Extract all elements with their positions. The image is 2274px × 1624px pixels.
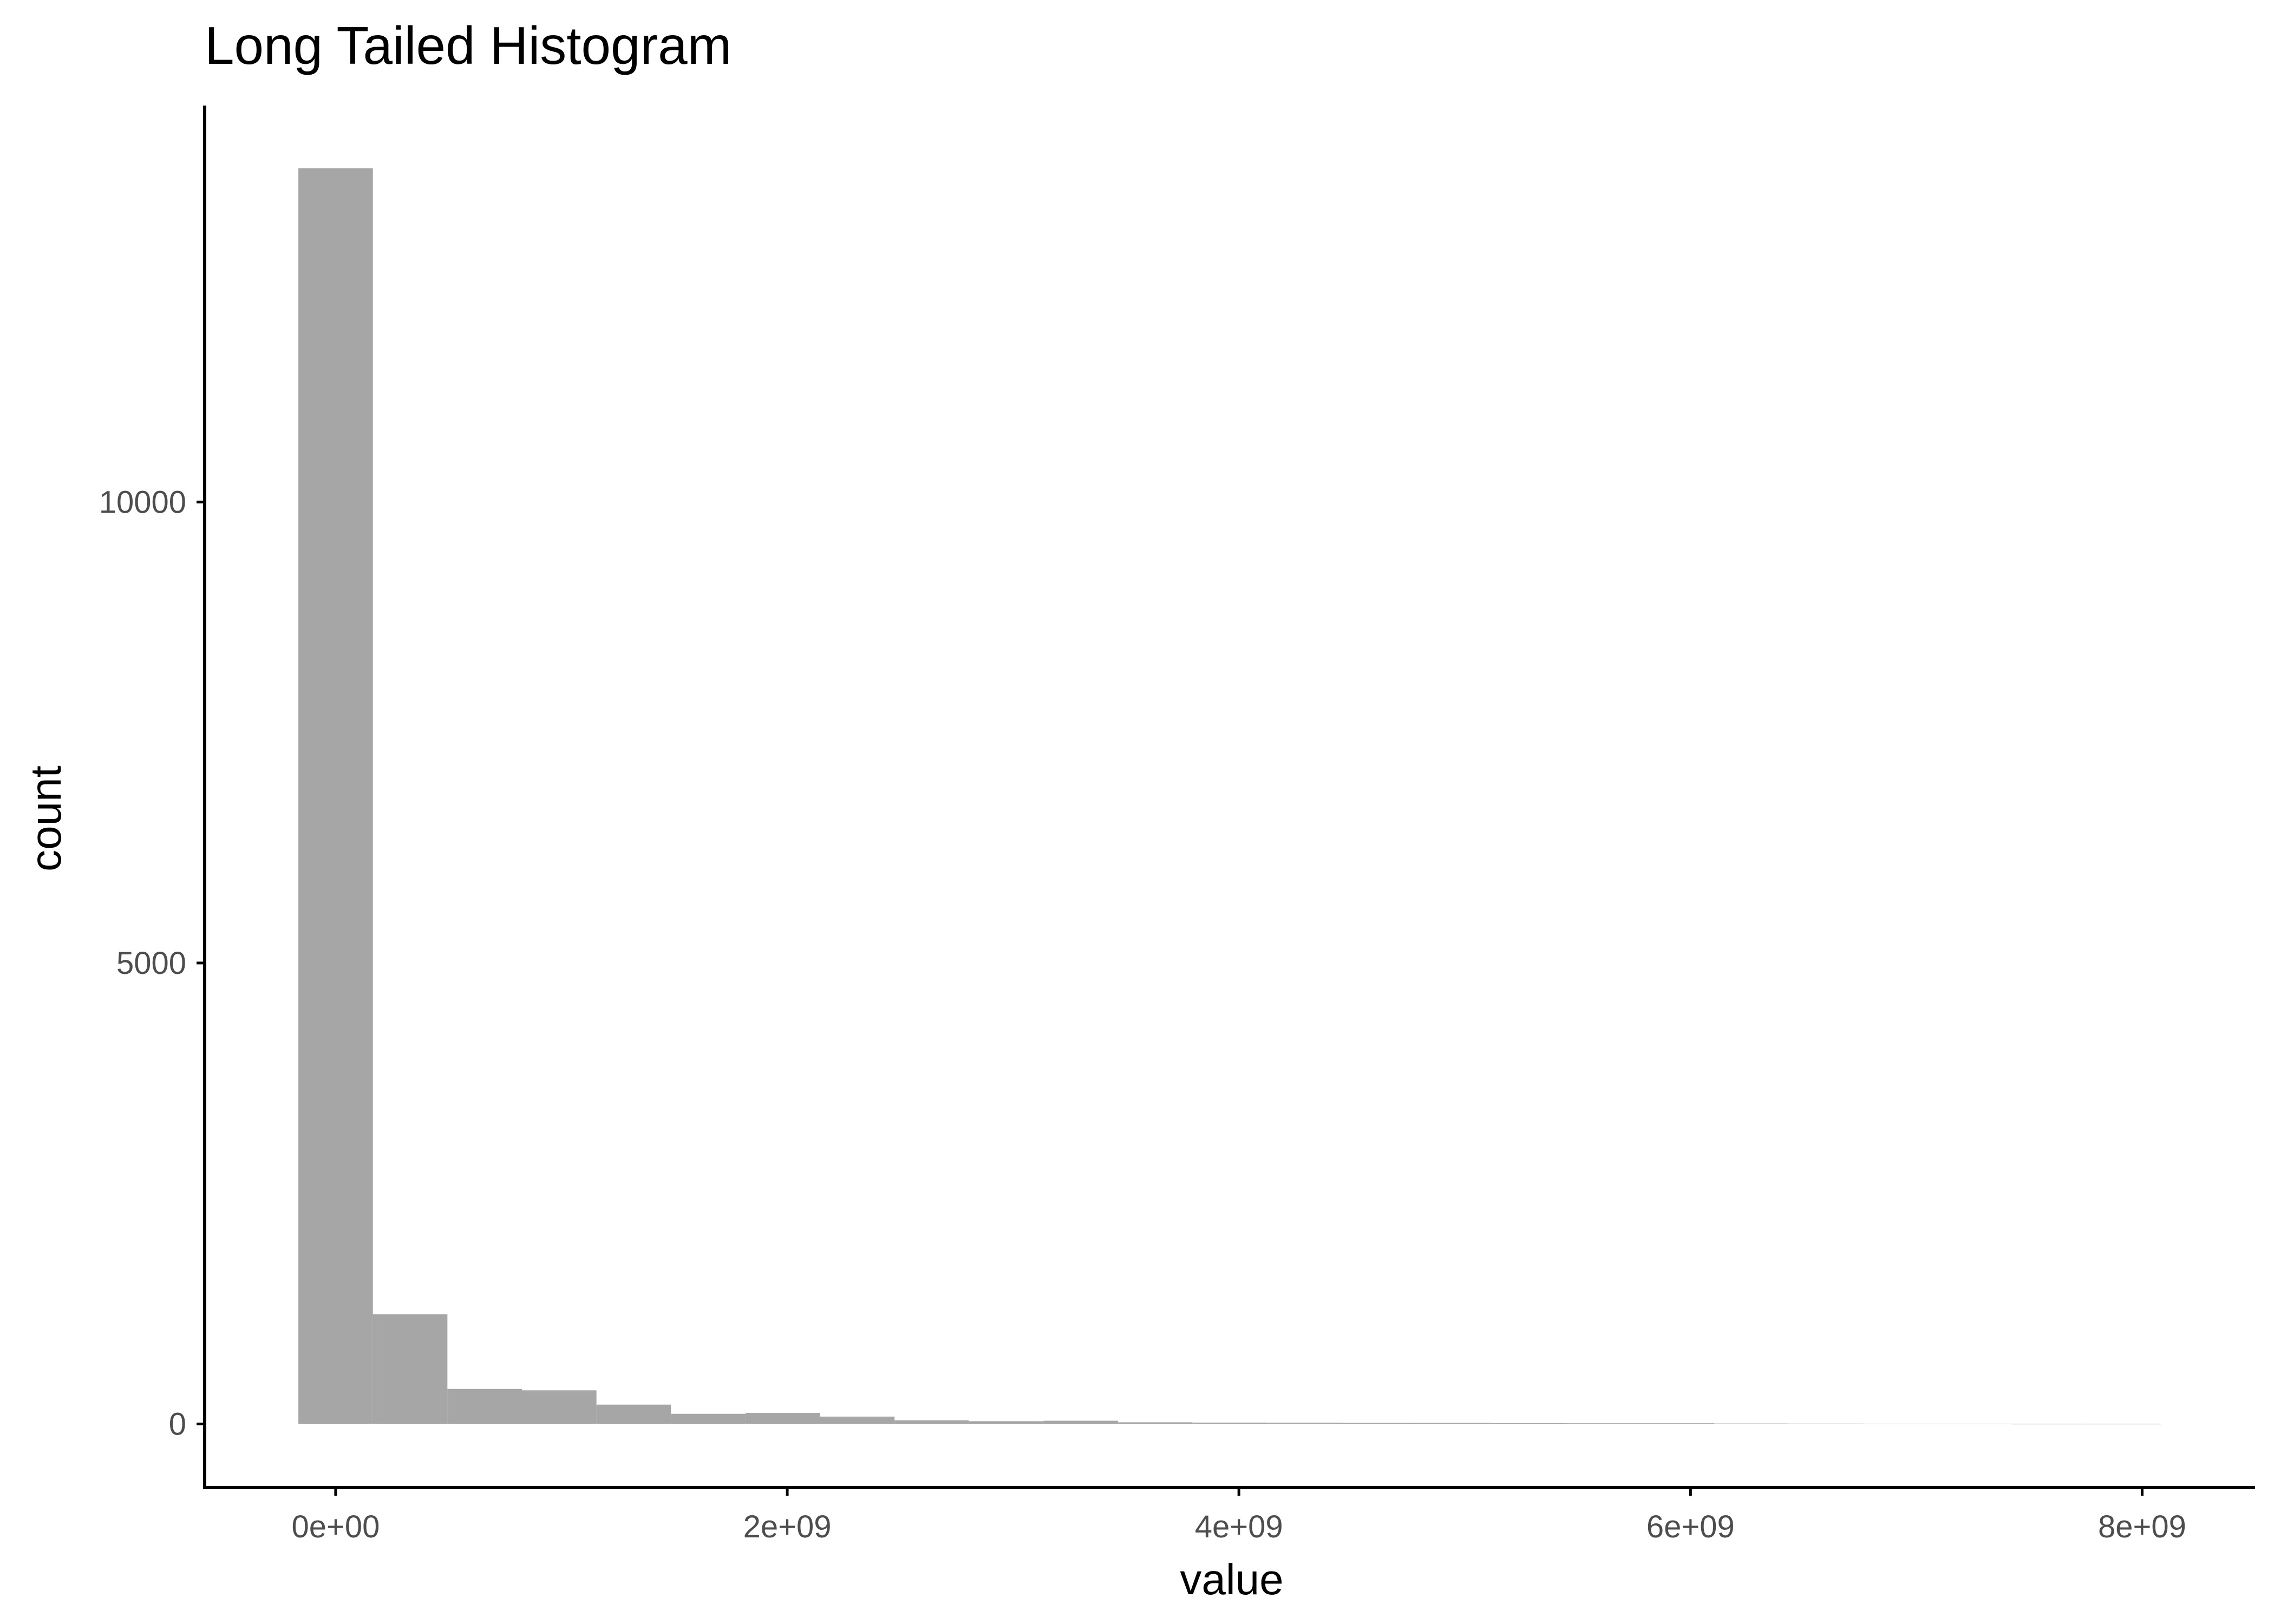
histogram-bar: [1192, 1422, 1267, 1424]
x-tick-label: 2e+09: [743, 1509, 832, 1544]
histogram-bar: [820, 1416, 895, 1424]
histogram-bar: [521, 1390, 597, 1424]
histogram-bar: [1043, 1420, 1119, 1424]
y-tick-label: 10000: [99, 484, 186, 520]
histogram-bar: [1341, 1423, 1416, 1424]
x-axis-ticks: 0e+00 2e+09 4e+09 6e+09 8e+09: [291, 1488, 2186, 1544]
histogram-bars: [298, 168, 2161, 1425]
histogram-bar: [596, 1404, 671, 1424]
histogram-bar: [1639, 1423, 1715, 1424]
chart-title: Long Tailed Histogram: [205, 16, 731, 75]
histogram-bar: [969, 1421, 1044, 1424]
histogram-bar: [1416, 1423, 1491, 1424]
x-tick-label: 0e+00: [291, 1509, 380, 1544]
histogram-bar: [745, 1413, 820, 1424]
x-tick-label: 4e+09: [1195, 1509, 1283, 1544]
histogram-bar: [447, 1389, 522, 1424]
histogram-bar: [1565, 1423, 1640, 1424]
y-tick-label: 5000: [116, 946, 186, 981]
histogram-bar: [1491, 1423, 1565, 1424]
x-tick-label: 6e+09: [1646, 1509, 1735, 1544]
x-axis-title: value: [1180, 1555, 1283, 1603]
histogram-bar: [671, 1413, 746, 1424]
x-tick-label: 8e+09: [2098, 1509, 2186, 1544]
axes: [203, 106, 2255, 1489]
histogram-bar: [298, 168, 373, 1424]
y-tick-label: 0: [169, 1406, 186, 1442]
histogram-bar: [1118, 1422, 1193, 1424]
histogram-bar: [1267, 1423, 1342, 1424]
y-axis-ticks: 0 5000 10000: [99, 484, 205, 1442]
y-axis-title: count: [22, 765, 70, 872]
histogram-bar: [894, 1420, 969, 1424]
histogram-bar: [373, 1314, 448, 1424]
